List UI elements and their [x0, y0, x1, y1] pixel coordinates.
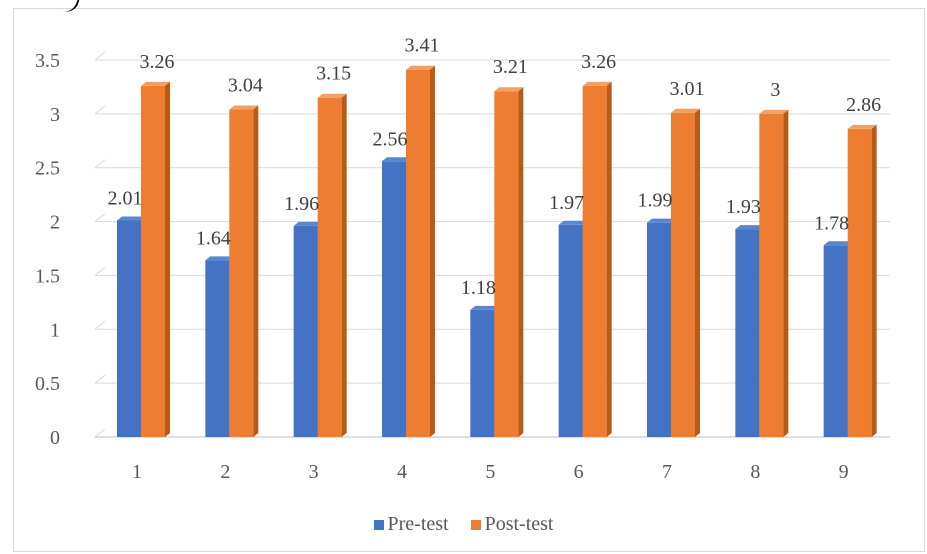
bar-post-test-top [229, 105, 259, 110]
bar-post-test-top [671, 108, 700, 113]
data-label-post-test: 3.04 [228, 75, 263, 97]
gridline-depth [94, 105, 106, 115]
bar-post-test-top [847, 124, 877, 129]
bar-pre-test-front [293, 225, 318, 437]
bar-post-test-side [871, 124, 877, 438]
bar-post-test-side [783, 109, 789, 437]
bar-post-test-side [165, 81, 170, 437]
y-tick-label: 3.5 [35, 50, 60, 72]
y-tick-label: 1 [50, 319, 60, 341]
bar-pre-test-front [558, 224, 583, 437]
gridline-depth [94, 159, 106, 169]
gridline-depth [94, 320, 106, 330]
gridline-depth [94, 51, 106, 61]
bar-pre-test-front [470, 309, 495, 437]
y-tick-label: 0.5 [35, 373, 60, 395]
bar-pre-test-top [117, 216, 146, 221]
bar-pre-test-front [647, 222, 671, 437]
bar-post-test-side [430, 65, 435, 438]
gridline-depth [94, 428, 106, 438]
chart-frame [13, 8, 925, 552]
bar-post-test-side [606, 81, 612, 437]
y-tick-label: 2 [50, 212, 60, 234]
bar-post-test-front [671, 112, 695, 437]
gridline-depth [94, 374, 106, 384]
bar-pre-test-front [117, 220, 141, 437]
bar-post-test-top [141, 81, 170, 86]
legend-item-pre-test: Pre-test [373, 513, 449, 536]
x-tick-label: 9 [839, 461, 849, 483]
y-tick-label: 1.5 [35, 265, 60, 287]
bar-pre-test-top [382, 157, 411, 162]
x-tick-label: 7 [662, 461, 672, 483]
bar-pre-test-front [205, 260, 230, 437]
data-label-post-test: 3.41 [405, 35, 440, 57]
bar-pre-test-top [735, 225, 765, 230]
x-tick-label: 5 [485, 461, 495, 483]
data-label-pre-test: 2.56 [373, 128, 408, 150]
gridline-depth [94, 267, 106, 276]
data-label-post-test: 3.26 [140, 51, 175, 73]
bar-post-test-front [141, 85, 165, 437]
bar-pre-test-top [470, 305, 500, 310]
bar-pre-test-top [823, 241, 853, 246]
data-label-post-test: 2.86 [846, 94, 881, 116]
data-label-pre-test: 1.93 [726, 196, 761, 218]
data-label-post-test: 3.01 [670, 78, 705, 100]
legend-swatch-pre-test [373, 519, 384, 530]
bar-post-test-front [759, 113, 784, 437]
bar-post-test-front [582, 85, 607, 437]
data-label-post-test: 3 [770, 79, 780, 101]
bar-post-test-front [847, 128, 872, 438]
data-label-post-test: 3.21 [493, 56, 528, 78]
bar-post-test-side [518, 87, 524, 437]
bar-post-test-side [695, 108, 700, 437]
x-tick-label: 8 [750, 461, 760, 483]
bar-pre-test-front [382, 161, 406, 437]
data-label-pre-test: 1.18 [461, 277, 496, 299]
data-label-pre-test: 1.78 [814, 212, 849, 234]
y-tick-label: 3 [50, 104, 60, 126]
bar-post-test-top [494, 87, 524, 92]
data-label-pre-test: 1.97 [549, 192, 584, 214]
bar-post-test-side [341, 93, 347, 437]
legend-item-post-test: Post-test [470, 513, 554, 536]
data-label-post-test: 3.26 [581, 51, 616, 73]
bar-pre-test-top [647, 218, 676, 223]
gridline-depth [94, 213, 106, 222]
x-tick-label: 6 [574, 461, 584, 483]
legend-label-pre-test: Pre-test [387, 513, 449, 535]
x-tick-label: 2 [220, 461, 230, 483]
bar-post-test-front [317, 97, 342, 437]
data-label-pre-test: 1.96 [284, 193, 319, 215]
bar-post-test-front [494, 91, 519, 437]
legend: Pre-test Post-test [0, 513, 927, 536]
bar-pre-test-front [735, 229, 760, 437]
bar-pre-test-top [293, 221, 323, 226]
data-label-pre-test: 1.64 [196, 227, 231, 249]
data-label-pre-test: 2.01 [108, 187, 143, 209]
x-tick-label: 3 [309, 461, 319, 483]
bar-pre-test-front [823, 245, 848, 437]
x-tick-label: 1 [132, 461, 142, 483]
legend-swatch-post-test [470, 519, 481, 530]
bar-post-test-top [759, 109, 789, 114]
bar-post-test-side [253, 105, 259, 437]
bar-pre-test-top [558, 220, 588, 225]
legend-label-post-test: Post-test [484, 513, 554, 535]
bar-pre-test-top [205, 256, 235, 261]
bar-post-test-top [582, 81, 612, 86]
bar-post-test-top [406, 65, 435, 70]
bar-post-test-front [229, 109, 254, 437]
bar-post-test-front [406, 69, 430, 438]
bar-post-test-top [317, 93, 347, 98]
y-tick-label: 0 [50, 427, 60, 449]
x-tick-label: 4 [397, 461, 407, 483]
data-label-pre-test: 1.99 [638, 190, 673, 212]
data-label-post-test: 3.15 [316, 63, 351, 85]
y-tick-label: 2.5 [35, 158, 60, 180]
